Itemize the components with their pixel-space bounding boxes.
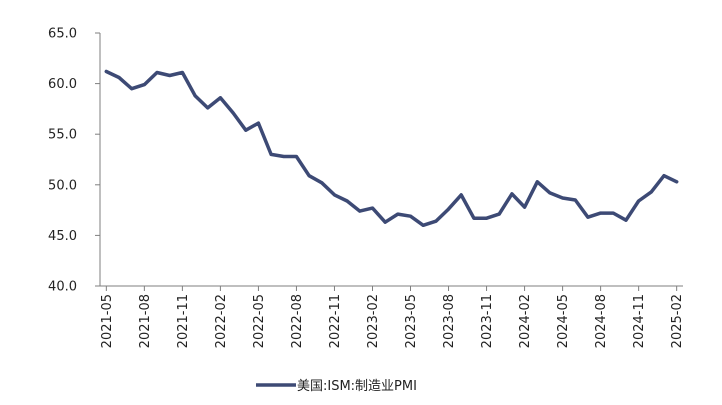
x-tick-label: 2023-11 (480, 294, 495, 348)
data-point (206, 106, 210, 110)
data-point (180, 70, 184, 74)
x-tick-label: 2025-02 (670, 294, 685, 348)
data-point (155, 70, 159, 74)
y-tick-label: 55.0 (48, 128, 77, 143)
data-point (599, 211, 603, 215)
x-tick-label: 2024-02 (518, 294, 533, 348)
data-point (168, 74, 172, 78)
x-tick-label: 2024-05 (556, 294, 571, 348)
data-point (459, 193, 463, 197)
x-tick-labels: 2021-05 2021-08 2021-11 2022-02 2022-05 2022-… (100, 294, 685, 348)
data-point (256, 121, 260, 125)
data-point (307, 174, 311, 178)
axes (95, 32, 683, 291)
y-tick-label: 45.0 (48, 229, 77, 244)
x-tick-label: 2021-11 (176, 294, 191, 348)
y-tick-labels: 40.0 45.0 50.0 55.0 60.0 65.0 (48, 27, 77, 295)
x-tick-label: 2023-02 (366, 294, 381, 348)
y-tick-label: 50.0 (48, 178, 77, 193)
data-point (447, 207, 451, 211)
data-point (117, 76, 121, 80)
x-tick-label: 2023-08 (442, 294, 457, 348)
data-point (611, 211, 615, 215)
data-point (244, 128, 248, 132)
series-line (104, 69, 679, 228)
data-point (561, 196, 565, 200)
data-point (573, 198, 577, 202)
x-tick-label: 2024-08 (594, 294, 609, 348)
data-point (485, 216, 489, 220)
data-point (383, 220, 387, 224)
data-point (548, 191, 552, 195)
data-point (130, 87, 134, 91)
data-point (535, 180, 539, 184)
x-tick-label: 2022-08 (290, 294, 305, 348)
data-point (231, 111, 235, 115)
data-point (320, 181, 324, 185)
data-point (218, 96, 222, 100)
data-point (586, 215, 590, 219)
data-point (409, 214, 413, 218)
x-tick-label: 2024-11 (632, 294, 647, 348)
data-point (269, 152, 273, 156)
data-point (142, 83, 146, 87)
data-point (358, 209, 362, 213)
x-tick-label: 2021-05 (100, 294, 115, 348)
data-point (624, 218, 628, 222)
x-tick-label: 2021-08 (138, 294, 153, 348)
data-point (282, 154, 286, 158)
data-point (193, 94, 197, 98)
x-tick-label: 2022-02 (214, 294, 229, 348)
data-point (294, 154, 298, 158)
data-point (332, 193, 336, 197)
data-point (637, 199, 641, 203)
data-point (421, 223, 425, 227)
data-point (497, 212, 501, 216)
data-point (370, 206, 374, 210)
legend-label: 美国:ISM:制造业PMI (297, 379, 417, 394)
data-point (675, 180, 679, 184)
data-point (510, 192, 514, 196)
data-point (345, 199, 349, 203)
x-tick-label: 2023-05 (404, 294, 419, 348)
data-point (523, 205, 527, 209)
data-point (396, 212, 400, 216)
x-tick-label: 2022-05 (252, 294, 267, 348)
data-point (434, 219, 438, 223)
series-group (104, 69, 679, 228)
data-point (104, 69, 108, 73)
y-tick-label: 65.0 (48, 27, 77, 42)
y-tick-label: 40.0 (48, 280, 77, 295)
legend: 美国:ISM:制造业PMI (256, 379, 417, 394)
data-point (662, 174, 666, 178)
x-tick-label: 2022-11 (328, 294, 343, 348)
y-tick-label: 60.0 (48, 77, 77, 92)
data-point (472, 216, 476, 220)
data-point (649, 190, 653, 194)
